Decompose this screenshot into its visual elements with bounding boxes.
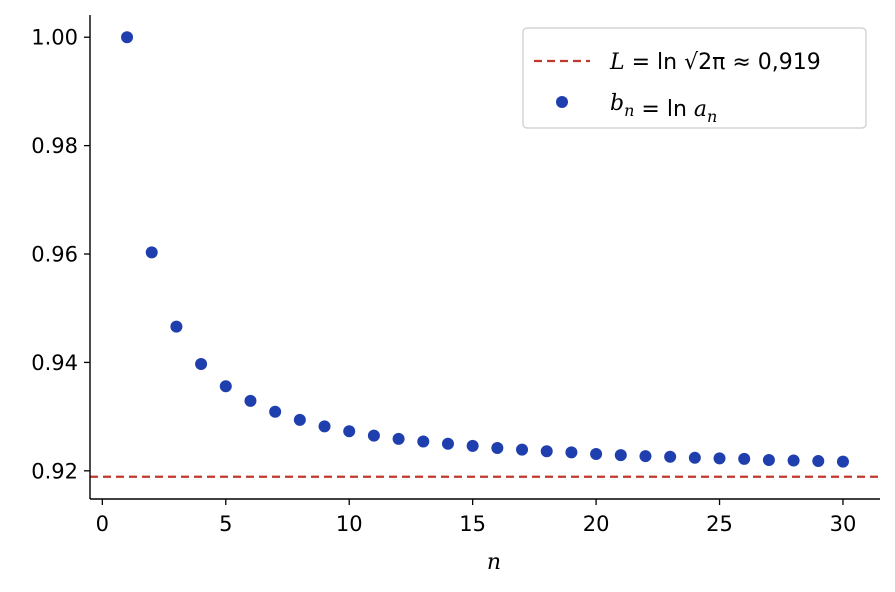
legend-box <box>522 27 867 129</box>
legend-label-limit: L = ln √2π ≈ 0,919 <box>609 50 821 75</box>
data-point <box>269 405 282 418</box>
data-point <box>688 451 701 464</box>
data-point <box>787 454 800 467</box>
data-point <box>491 442 504 455</box>
data-point <box>614 449 627 462</box>
legend-label-points: bn = ln an <box>610 91 717 126</box>
data-point <box>195 358 208 371</box>
x-tick-label: 25 <box>706 512 733 536</box>
data-point <box>713 452 726 465</box>
plot-area <box>90 31 880 478</box>
legend-swatch-points <box>556 96 568 108</box>
data-point <box>639 450 652 463</box>
y-tick-label: 0.98 <box>31 134 78 158</box>
data-point <box>170 320 183 333</box>
data-point <box>836 455 849 468</box>
data-point <box>392 432 405 445</box>
x-tick-label: 15 <box>459 512 486 536</box>
data-point <box>540 445 553 458</box>
data-point <box>441 437 454 450</box>
data-point <box>367 429 380 442</box>
data-point <box>244 394 257 407</box>
x-tick-label: 20 <box>583 512 610 536</box>
data-point <box>318 420 331 433</box>
y-tick-label: 0.94 <box>31 351 78 375</box>
data-point <box>738 452 751 465</box>
data-point <box>762 453 775 466</box>
axes: 0 5 10 15 20 25 30 0.92 0.94 0.96 0.98 1.00 n <box>31 15 880 575</box>
data-point <box>466 439 479 452</box>
legend: L = ln √2π ≈ 0,919 bn = ln an <box>522 27 867 129</box>
y-tick-label: 0.92 <box>31 459 78 483</box>
x-tick-label: 5 <box>219 512 232 536</box>
data-point <box>343 425 356 438</box>
x-tick-label: 0 <box>96 512 109 536</box>
x-tick-label: 30 <box>830 512 857 536</box>
x-tick-label: 10 <box>336 512 363 536</box>
x-axis-title: n <box>487 550 501 575</box>
y-tick-label: 1.00 <box>31 26 78 50</box>
data-point <box>516 443 529 456</box>
data-point <box>590 448 603 461</box>
data-point <box>293 413 306 426</box>
data-point <box>145 246 158 259</box>
data-point <box>664 450 677 463</box>
data-point <box>565 446 578 459</box>
y-tick-label: 0.96 <box>31 243 78 267</box>
data-point <box>121 31 134 44</box>
data-point <box>219 380 232 393</box>
data-point <box>417 435 430 448</box>
data-point <box>812 455 825 468</box>
